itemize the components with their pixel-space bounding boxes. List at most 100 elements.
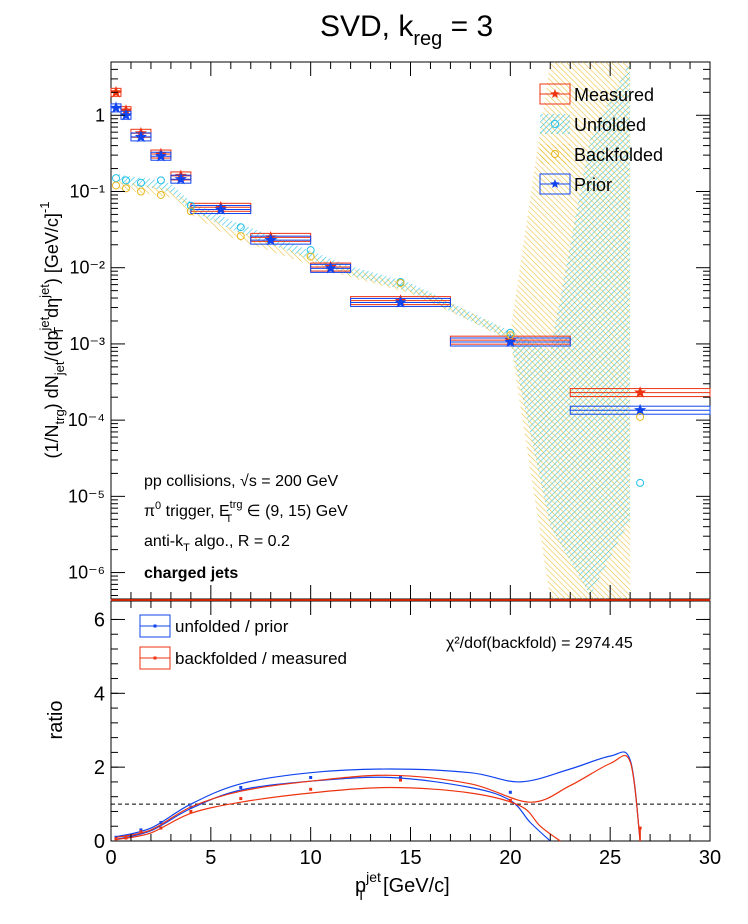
x-tick-label: 5 (205, 847, 216, 869)
ratio-band-lower (116, 776, 551, 842)
bottom-y-tick-label: 2 (94, 757, 105, 779)
prior-point (154, 149, 168, 162)
legend-entry-prior: Prior (539, 173, 612, 195)
top-y-tick-label: 10⁻² (69, 258, 105, 278)
legend-marker (550, 89, 560, 98)
legend-label: Unfolded (574, 115, 646, 135)
top-y-tick-label: 10⁻⁴ (68, 410, 105, 430)
ratio-band-upper (116, 751, 641, 842)
legend-entry-bottom-0: unfolded / prior (139, 614, 289, 638)
ratio-point (139, 828, 143, 832)
ratio-point (399, 778, 403, 782)
prior-point (504, 335, 517, 348)
svg-text:ratio: ratio (45, 701, 67, 740)
bottom-plot-area (111, 751, 710, 842)
bottom-y-tick-label: 6 (94, 609, 105, 631)
legend-swatch (540, 114, 570, 134)
annotation-algo: anti-kT algo., R = 0.2 (144, 533, 290, 554)
top-plot-area (109, 62, 711, 599)
top-y-tick-label: 10⁻⁵ (68, 486, 105, 506)
ratio-point (139, 830, 143, 834)
x-tick-label: 25 (599, 847, 621, 869)
backfolded-point (306, 252, 315, 261)
x-tick-label: 0 (105, 847, 116, 869)
top-y-tick-label: 10⁻³ (69, 334, 105, 354)
legend-label: Backfolded (574, 145, 663, 165)
legend-marker (551, 120, 559, 128)
unfolded-point (136, 178, 145, 187)
legend-entry-unfolded: Unfolded (540, 114, 646, 135)
ratio-point (399, 775, 403, 779)
legend-marker (550, 179, 560, 188)
unfolded-point (636, 478, 645, 487)
backfolded-point (506, 331, 515, 340)
ratio-point (309, 775, 313, 779)
ratio-point (508, 790, 512, 794)
prior-point (134, 130, 148, 143)
unfolded-point (236, 223, 245, 232)
unfolded-point (111, 174, 120, 183)
annotation-collisions: pp collisions, √s = 200 GeV (144, 473, 339, 490)
legend-label: Prior (574, 175, 612, 195)
backfolded-point (236, 232, 245, 241)
backfolded-point (396, 278, 405, 287)
ratio-point (159, 821, 163, 825)
legend-swatch (540, 144, 570, 164)
legend-entry-bottom-1: backfolded / measured (139, 646, 347, 670)
ratio-series-backfolded-measured (114, 754, 642, 842)
unfolded-point (156, 176, 165, 185)
measured-point (634, 386, 647, 398)
bottom-y-tick-label: 0 (94, 831, 105, 853)
legend-label: Measured (574, 85, 654, 105)
top-y-tick-label: 1 (95, 105, 105, 125)
annotation-charged-jets: charged jets (144, 565, 238, 582)
ratio-point (508, 798, 512, 802)
prior-point (174, 172, 187, 185)
legend-marker (153, 624, 157, 628)
legend-label: backfolded / measured (175, 649, 347, 668)
ratio-point (189, 809, 193, 813)
ratio-point (159, 826, 163, 830)
svg-text:pjetT [GeV/c]: pjet T [GeV/c] (355, 869, 450, 903)
legend-marker (153, 656, 157, 660)
x-tick-label: 30 (699, 847, 721, 869)
ratio-band-upper (116, 754, 641, 842)
ratio-band-lower (116, 786, 561, 842)
x-tick-label: 15 (399, 847, 421, 869)
svg-text:SVD, kreg = 3: SVD, kreg = 3 (320, 10, 493, 50)
x-tick-label: 20 (499, 847, 521, 869)
prior-point (394, 296, 407, 308)
ratio-point (239, 785, 243, 789)
unfolded-point (506, 328, 515, 337)
bottom-y-tick-label: 4 (94, 683, 105, 705)
ratio-point (124, 836, 128, 840)
legend-entry-measured: Measured (539, 83, 654, 105)
series-prior (109, 101, 711, 416)
prior-point (324, 261, 337, 274)
top-legend: Measured Unfolded Backfolded Prior (539, 83, 663, 195)
legend-label: unfolded / prior (175, 617, 289, 636)
backfolded-point (186, 207, 195, 216)
prior-point (264, 233, 277, 246)
top-y-axis-label: (1/Ntrg) dNjet/(dpjetT dηjet) [GeV/c]-1 (37, 202, 67, 459)
unfolded-point (121, 176, 130, 185)
legend-entry-backfolded: Backfolded (540, 144, 663, 165)
ratio-series-unfolded-prior (114, 751, 641, 842)
backfolded-point (136, 187, 145, 196)
backfolded-point (156, 190, 165, 199)
series-backfolded (111, 181, 645, 421)
unfolded-point (186, 201, 195, 210)
backfolded-point (121, 184, 130, 193)
backfolded-point (636, 412, 645, 421)
ratio-point (114, 837, 118, 841)
prior-point (634, 403, 647, 416)
x-axis-label: pjet T [GeV/c] (355, 869, 450, 903)
annotation-trigger: π0 trigger, Etrg T ∈ (9, 15) GeV (144, 499, 348, 525)
top-y-tick-label: 10⁻⁶ (68, 563, 105, 583)
annotation-block: pp collisions, √s = 200 GeV π0 trigger, … (144, 473, 348, 582)
backfolded-uncertainty-band (119, 62, 631, 599)
prior-point (109, 101, 123, 114)
ratio-point (239, 797, 243, 801)
